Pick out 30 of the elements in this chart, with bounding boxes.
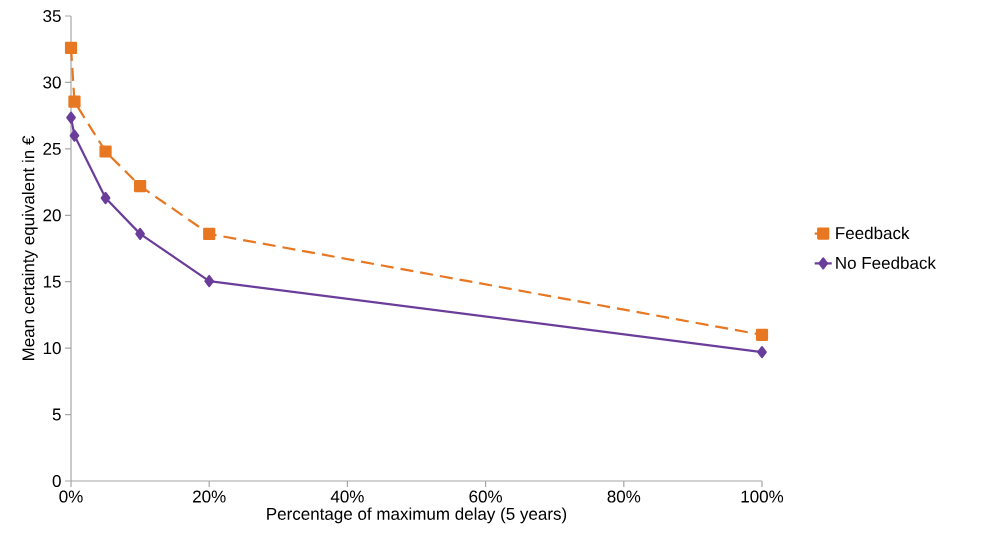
x-axis-title: Percentage of maximum delay (5 years): [267, 507, 567, 524]
y-tick-label: 25: [43, 142, 61, 155]
point: [757, 346, 767, 359]
x-tick-label: 40%: [330, 490, 364, 503]
x-tick-label: 20%: [193, 490, 226, 503]
point: [99, 145, 112, 158]
y-tick-label: 10: [43, 342, 61, 355]
y-tick-label: 0: [52, 474, 61, 488]
x-tick-label: 80%: [607, 490, 641, 503]
x-tick-label: 60%: [469, 490, 502, 503]
y-axis-title: Mean certainty equivalent in €: [21, 135, 38, 361]
point: [134, 179, 147, 193]
y-tick-label: 35: [43, 9, 61, 23]
point: [69, 129, 80, 142]
y-tick-label: 15: [43, 275, 61, 288]
point: [66, 111, 76, 124]
y-tick-label: 30: [43, 76, 61, 89]
x-tick-label: 0%: [59, 490, 83, 503]
legend-label: Feedback: [836, 226, 910, 240]
point: [755, 328, 769, 341]
x-tick-label: 100%: [741, 490, 784, 503]
y-tick-label: 20: [43, 209, 61, 222]
point: [100, 191, 111, 205]
point: [68, 95, 81, 108]
legend-label: No Feedback: [836, 256, 936, 269]
y-tick-label: 5: [52, 408, 61, 421]
point: [204, 274, 215, 288]
point: [135, 227, 145, 240]
point: [64, 41, 78, 54]
point: [203, 227, 216, 240]
